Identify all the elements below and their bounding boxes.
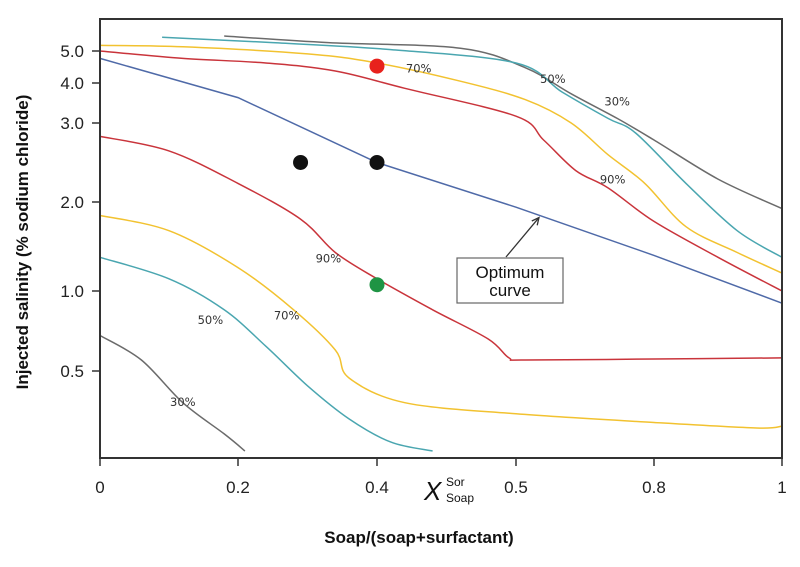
annotation-arrowhead: [531, 216, 540, 226]
series-line-70-upper: [99, 44, 783, 274]
series-line-70-lower: [99, 214, 783, 429]
curve-label: 50%: [540, 72, 566, 86]
y-tick-label: 1.0: [60, 282, 84, 301]
series-line-50-lower: [99, 256, 433, 452]
x-tick-label: 0.2: [226, 478, 250, 497]
x-tick-label: 0.4: [365, 478, 389, 497]
x-marker-label: X Sor Soap: [423, 475, 474, 506]
y-axis-title: Injected salinity (% sodium chloride): [13, 95, 32, 390]
x-axis-title: Soap/(soap+surfactant): [324, 528, 513, 547]
series-line-50-upper: [162, 36, 783, 258]
curves-layer: [99, 35, 783, 452]
annotation-text-line2: curve: [489, 281, 531, 300]
x-marker-base: X: [423, 476, 443, 506]
curve-label: 50%: [198, 313, 224, 327]
curve-label: 30%: [170, 395, 196, 409]
curve-label: 30%: [604, 95, 630, 109]
series-line-30-upper: [224, 35, 783, 210]
curve-label: 90%: [316, 251, 342, 265]
x-marker-sup: Sor: [446, 475, 465, 489]
x-tick-label: 0.8: [642, 478, 666, 497]
y-tick-label: 2.0: [60, 193, 84, 212]
series-line-optimum-curve: [99, 57, 783, 304]
y-tick-label: 5.0: [60, 42, 84, 61]
curve-labels-layer: 70% 50% 30% 90% 90% 70% 50% 30%: [170, 62, 630, 409]
annotation-arrow: [505, 217, 540, 258]
series-line-30-lower: [99, 334, 246, 452]
curve-label: 90%: [600, 172, 626, 186]
curve-label: 70%: [406, 62, 432, 76]
y-tick-label: 4.0: [60, 74, 84, 93]
x-tick-label: 0: [95, 478, 104, 497]
y-tick-label: 0.5: [60, 362, 84, 381]
annotation-box: [456, 257, 564, 304]
optimum-annotation: Optimum curve: [456, 216, 564, 304]
data-point-green-point: [369, 277, 385, 293]
data-point-black-point-1: [293, 154, 309, 170]
data-point-black-point-2: [369, 154, 385, 170]
x-axis: 0 0.2 0.4 0.5 0.8 1: [95, 458, 787, 497]
series-line-90-upper: [99, 50, 783, 292]
x-tick-label: 1: [777, 478, 786, 497]
annotation-text-line1: Optimum: [476, 263, 545, 282]
y-tick-label: 3.0: [60, 114, 84, 133]
data-point-red-point: [369, 58, 385, 74]
x-tick-label: 0.5: [504, 478, 528, 497]
markers-layer: [293, 58, 385, 293]
y-axis: 5.0 4.0 3.0 2.0 1.0 0.5: [60, 42, 100, 381]
curve-label: 70%: [274, 309, 300, 323]
series-line-90-lower: [99, 135, 783, 361]
plot-frame: [99, 18, 783, 459]
x-marker-sub: Soap: [446, 491, 474, 505]
